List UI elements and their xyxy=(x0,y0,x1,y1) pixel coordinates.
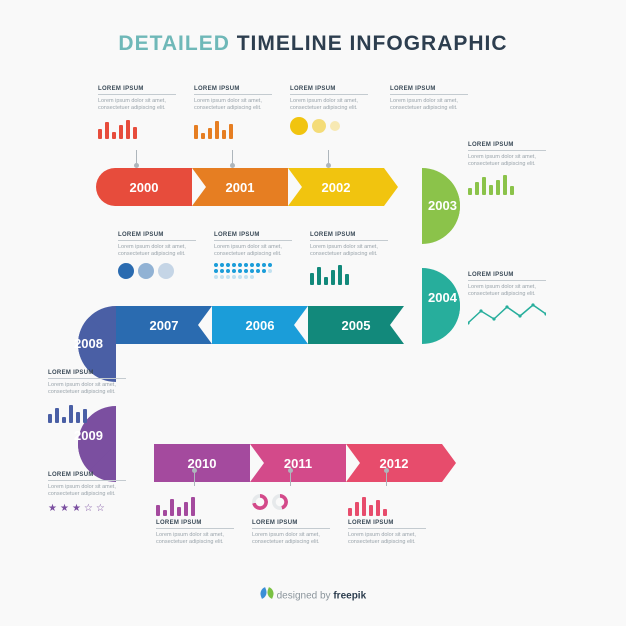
mini-circles-icon xyxy=(290,117,368,135)
timeline-segment-y2002: 2002 xyxy=(288,168,384,206)
card-body: Lorem ipsum dolor sit amet, consectetuer… xyxy=(156,532,234,547)
title-rest: TIMELINE INFOGRAPHIC xyxy=(237,32,508,55)
connector-pin xyxy=(136,150,137,166)
card-heading: LOREM IPSUM xyxy=(390,86,468,95)
star-icon: ☆ xyxy=(96,503,106,514)
timeline-segment-y2011: 2011 xyxy=(250,444,346,482)
card-body: Lorem ipsum dolor sit amet, consectetuer… xyxy=(290,98,368,113)
star-icon: ★ xyxy=(72,503,82,514)
card-heading: LOREM IPSUM xyxy=(48,370,126,379)
mini-dot-grid xyxy=(214,263,274,279)
info-card-c2008: LOREM IPSUM Lorem ipsum dolor sit amet, c… xyxy=(48,370,126,423)
donut-icon xyxy=(252,494,268,510)
mini-bar-chart xyxy=(310,263,388,285)
card-heading: LOREM IPSUM xyxy=(194,86,272,95)
card-heading: LOREM IPSUM xyxy=(348,520,426,529)
timeline-segment-y2000: 2000 xyxy=(96,168,192,206)
info-card-c2011: LOREM IPSUM Lorem ipsum dolor sit amet, c… xyxy=(252,494,330,547)
freepik-leaf-icon xyxy=(260,588,274,602)
info-card-c2004: LOREM IPSUM Lorem ipsum dolor sit amet, c… xyxy=(468,272,546,325)
credit-line: designed by freepik xyxy=(0,588,626,604)
card-body: Lorem ipsum dolor sit amet, consectetuer… xyxy=(214,244,292,259)
credit-prefix: designed by xyxy=(277,591,334,602)
card-body: Lorem ipsum dolor sit amet, consectetuer… xyxy=(468,284,546,299)
timeline-year-y2002: 2002 xyxy=(322,180,351,195)
timeline-year-y2009: 2009 xyxy=(74,428,103,443)
card-heading: LOREM IPSUM xyxy=(118,232,196,241)
mini-bar-chart xyxy=(194,117,272,139)
card-body: Lorem ipsum dolor sit amet, consectetuer… xyxy=(252,532,330,547)
mini-star-rating: ★★★☆☆ xyxy=(48,503,126,514)
mini-bar-chart xyxy=(48,401,126,423)
card-heading: LOREM IPSUM xyxy=(468,272,546,281)
timeline-year-y2007: 2007 xyxy=(150,318,179,333)
mini-line-chart xyxy=(468,303,546,325)
card-body: Lorem ipsum dolor sit amet, consectetuer… xyxy=(468,154,546,169)
card-heading: LOREM IPSUM xyxy=(48,472,126,481)
title-accent: DETAILED xyxy=(118,32,229,55)
card-heading: LOREM IPSUM xyxy=(468,142,546,151)
mini-bar-chart xyxy=(348,494,426,516)
timeline-year-y2006: 2006 xyxy=(246,318,275,333)
star-icon: ★ xyxy=(60,503,70,514)
timeline-segment-y2012: 2012 xyxy=(346,444,442,482)
info-card-c2005: LOREM IPSUM Lorem ipsum dolor sit amet, c… xyxy=(310,232,388,285)
card-heading: LOREM IPSUM xyxy=(310,232,388,241)
info-card-c2003: LOREM IPSUM Lorem ipsum dolor sit amet, c… xyxy=(468,142,546,195)
mini-circles-icon xyxy=(118,263,196,279)
card-heading: LOREM IPSUM xyxy=(290,86,368,95)
info-card-c2006: LOREM IPSUM Lorem ipsum dolor sit amet, c… xyxy=(214,232,292,285)
info-card-c2010: LOREM IPSUM Lorem ipsum dolor sit amet, c… xyxy=(156,494,234,547)
card-body: Lorem ipsum dolor sit amet, consectetuer… xyxy=(348,532,426,547)
page-title: DETAILED TIMELINE INFOGRAPHIC xyxy=(0,32,626,56)
connector-pin xyxy=(328,150,329,166)
info-card-c2000: LOREM IPSUM Lorem ipsum dolor sit amet, c… xyxy=(98,86,176,139)
timeline-year-y2008: 2008 xyxy=(74,336,103,351)
info-card-c2001: LOREM IPSUM Lorem ipsum dolor sit amet, c… xyxy=(194,86,272,139)
timeline-segment-y2005: 2005 xyxy=(308,306,404,344)
mini-bar-chart xyxy=(98,117,176,139)
mini-bar-chart xyxy=(468,173,546,195)
timeline-year-y2000: 2000 xyxy=(130,180,159,195)
mini-donut-chart xyxy=(252,494,330,510)
timeline-year-y2004: 2004 xyxy=(428,290,457,305)
connector-pin xyxy=(290,470,291,486)
timeline-segment-y2001: 2001 xyxy=(192,168,288,206)
credit-brand: freepik xyxy=(333,591,366,602)
card-body: Lorem ipsum dolor sit amet, consectetuer… xyxy=(390,98,468,113)
donut-icon xyxy=(272,494,288,510)
card-heading: LOREM IPSUM xyxy=(98,86,176,95)
timeline-segment-y2010: 2010 xyxy=(154,444,250,482)
star-icon: ☆ xyxy=(84,503,94,514)
info-card-c2002: LOREM IPSUM Lorem ipsum dolor sit amet, c… xyxy=(290,86,368,139)
timeline-year-y2001: 2001 xyxy=(226,180,255,195)
card-body: Lorem ipsum dolor sit amet, consectetuer… xyxy=(194,98,272,113)
card-body: Lorem ipsum dolor sit amet, consectetuer… xyxy=(118,244,196,259)
card-heading: LOREM IPSUM xyxy=(252,520,330,529)
card-body: Lorem ipsum dolor sit amet, consectetuer… xyxy=(48,484,126,499)
card-body: Lorem ipsum dolor sit amet, consectetuer… xyxy=(98,98,176,113)
timeline-segment-y2006: 2006 xyxy=(212,306,308,344)
info-card-c2009: LOREM IPSUM Lorem ipsum dolor sit amet, c… xyxy=(48,472,126,525)
info-card-c2007: LOREM IPSUM Lorem ipsum dolor sit amet, c… xyxy=(118,232,196,285)
timeline-year-y2003: 2003 xyxy=(428,198,457,213)
card-body: Lorem ipsum dolor sit amet, consectetuer… xyxy=(48,382,126,397)
mini-bar-chart xyxy=(156,494,234,516)
card-body: Lorem ipsum dolor sit amet, consectetuer… xyxy=(310,244,388,259)
star-icon: ★ xyxy=(48,503,58,514)
info-card-c-extra-2002b: LOREM IPSUM Lorem ipsum dolor sit amet, c… xyxy=(390,86,468,113)
connector-pin xyxy=(194,470,195,486)
info-card-c2012: LOREM IPSUM Lorem ipsum dolor sit amet, c… xyxy=(348,494,426,547)
timeline-year-y2005: 2005 xyxy=(342,318,371,333)
card-heading: LOREM IPSUM xyxy=(156,520,234,529)
connector-pin xyxy=(232,150,233,166)
card-heading: LOREM IPSUM xyxy=(214,232,292,241)
connector-pin xyxy=(386,470,387,486)
